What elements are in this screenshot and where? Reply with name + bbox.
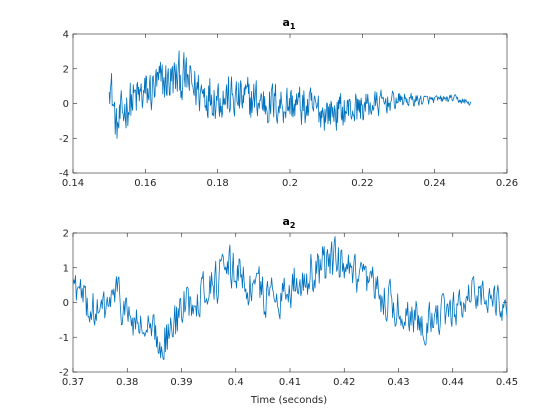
- subplot-a2-axes-box: [72, 232, 508, 373]
- subplot-a2-xtick-label: 0.44: [442, 377, 464, 388]
- subplot-a1: a1 0.14 0.16 0.18 0.2 0.22 0.24 0.26 -4 -2 0 2 4: [59, 16, 518, 189]
- subplot-a2-xtick-label: 0.4: [228, 377, 244, 388]
- subplot-a1-xtick-label: 0.16: [134, 178, 156, 189]
- subplot-a2-title-main: a: [282, 215, 289, 228]
- subplot-a2-ytick-label: 0: [63, 298, 69, 309]
- subplot-a1-title-main: a: [282, 16, 289, 29]
- subplot-a1-title: a1: [282, 16, 295, 31]
- subplot-a1-xtick-label: 0.18: [207, 178, 229, 189]
- subplot-a1-xtick-label: 0.14: [62, 178, 84, 189]
- subplot-a1-xtick-label: 0.2: [282, 178, 298, 189]
- subplot-a1-title-sub: 1: [290, 22, 296, 31]
- subplot-a2-xtick-label: 0.38: [116, 377, 138, 388]
- subplot-a1-ytick-label: 2: [63, 64, 69, 75]
- subplot-a2-xtick-label: 0.37: [62, 377, 84, 388]
- subplot-a2-ytick-label: -1: [59, 333, 69, 344]
- subplot-a2-ytick-label: 1: [63, 263, 69, 274]
- subplot-a2-xlabel: Time (seconds): [250, 395, 327, 406]
- subplot-a2-xtick-label: 0.45: [496, 377, 518, 388]
- subplot-a2-title-sub: 2: [290, 221, 296, 230]
- subplot-a1-xtick-label: 0.26: [496, 178, 518, 189]
- subplot-a1-ytick-label: -2: [59, 134, 69, 145]
- subplot-a2: a2 Time (seconds) 0.37 0.38 0.39 0.4 0.41 0.4…: [59, 215, 518, 406]
- subplot-a1-ytick-label: 4: [63, 30, 69, 41]
- subplot-a1-xtick-label: 0.24: [424, 178, 446, 189]
- subplot-a2-xtick-label: 0.39: [170, 377, 192, 388]
- subplot-a1-series-line: [108, 50, 472, 139]
- subplot-a1-ytick-label: 0: [63, 99, 69, 110]
- subplot-a2-ytick-label: -2: [59, 368, 69, 379]
- subplot-a2-ytick-label: 2: [63, 229, 69, 240]
- subplot-a2-series-line: [72, 236, 508, 361]
- subplot-a2-xtick-label: 0.41: [279, 377, 301, 388]
- subplot-a1-ytick-label: -4: [59, 169, 69, 180]
- subplot-a2-xtick-label: 0.43: [387, 377, 409, 388]
- subplot-a2-title: a2: [282, 215, 295, 230]
- subplot-a2-xtick-label: 0.42: [333, 377, 355, 388]
- subplot-a1-xtick-label: 0.22: [351, 178, 373, 189]
